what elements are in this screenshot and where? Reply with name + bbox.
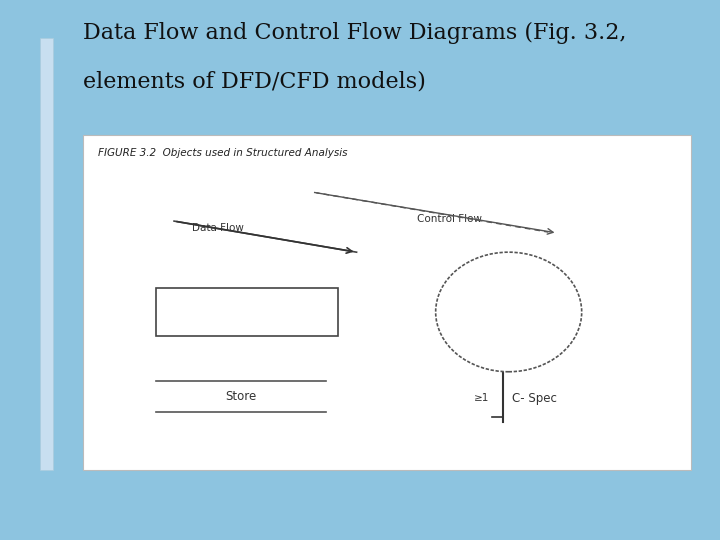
Ellipse shape (436, 252, 582, 372)
Text: C- Spec: C- Spec (512, 392, 557, 404)
Text: Term: Term (233, 306, 261, 319)
Text: ≥1: ≥1 (474, 393, 489, 403)
Text: Bubble: Bubble (486, 294, 531, 307)
Text: Data Flow: Data Flow (192, 224, 244, 233)
Text: Store: Store (225, 390, 256, 403)
Text: 1: 1 (505, 328, 512, 339)
Text: elements of DFD/CFD models): elements of DFD/CFD models) (83, 70, 426, 92)
Text: Data Flow and Control Flow Diagrams (Fig. 3.2,: Data Flow and Control Flow Diagrams (Fig… (83, 22, 626, 44)
Text: FIGURE 3.2  Objects used in Structured Analysis: FIGURE 3.2 Objects used in Structured An… (98, 148, 348, 158)
Bar (40, 38, 53, 470)
Bar (83, 135, 691, 470)
Text: Control Flow: Control Flow (418, 214, 482, 224)
Bar (156, 288, 338, 336)
